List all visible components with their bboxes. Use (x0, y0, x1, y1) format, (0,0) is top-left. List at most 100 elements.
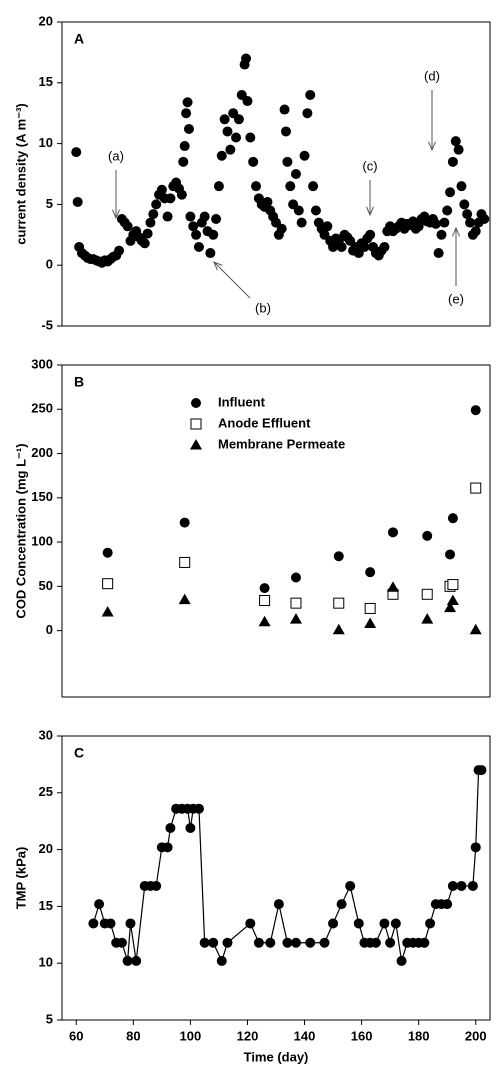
y-tick-label: 20 (39, 841, 53, 856)
marker (193, 241, 204, 252)
marker (148, 209, 159, 220)
marker (319, 937, 330, 948)
marker (310, 205, 321, 216)
marker (439, 217, 450, 228)
y-tick-label: 10 (39, 135, 53, 150)
marker (299, 150, 310, 161)
marker (185, 823, 196, 834)
legend-marker (190, 439, 202, 450)
marker (193, 803, 204, 814)
annotation: (b) (255, 300, 271, 315)
y-tick-label: 150 (31, 489, 53, 504)
y-tick-label: 25 (39, 784, 53, 799)
marker (251, 181, 262, 192)
marker (470, 842, 481, 853)
marker (419, 937, 430, 948)
marker (88, 918, 99, 929)
marker (231, 132, 242, 143)
annotation-arrowhead (452, 226, 460, 237)
marker (308, 181, 319, 192)
marker (396, 955, 407, 966)
marker (191, 229, 202, 240)
marker (213, 181, 224, 192)
marker (183, 124, 194, 135)
marker (453, 144, 464, 155)
marker (188, 221, 199, 232)
marker (151, 199, 162, 210)
y-tick-label: 100 (31, 534, 53, 549)
y-axis-label: TMP (kPa) (13, 847, 28, 910)
marker (262, 196, 273, 207)
marker (425, 918, 436, 929)
y-tick-label: 200 (31, 445, 53, 460)
y-tick-label: 0 (46, 257, 53, 272)
marker (290, 572, 301, 583)
marker (445, 187, 456, 198)
marker (285, 181, 296, 192)
plot-frame (61, 21, 491, 327)
marker (333, 597, 345, 609)
marker (279, 104, 290, 115)
marker (259, 594, 271, 606)
y-tick-label: 10 (39, 955, 53, 970)
marker (71, 147, 82, 158)
marker (421, 613, 434, 624)
marker (222, 937, 233, 948)
y-tick-label: 5 (46, 196, 53, 211)
legend-label: Anode Effluent (218, 415, 311, 430)
plot-frame (61, 364, 491, 698)
y-tick-label: 15 (39, 898, 53, 913)
marker (122, 955, 133, 966)
marker (447, 579, 459, 591)
annotation: (d) (424, 68, 440, 83)
marker (222, 126, 233, 137)
marker (385, 937, 396, 948)
marker (379, 241, 390, 252)
marker (273, 899, 284, 910)
x-tick-label: 60 (69, 1028, 83, 1043)
marker (333, 551, 344, 562)
marker (476, 765, 487, 776)
marker (253, 937, 264, 948)
marker (290, 937, 301, 948)
marker (176, 189, 187, 200)
marker (442, 205, 453, 216)
marker (345, 880, 356, 891)
x-tick-label: 160 (351, 1028, 373, 1043)
marker (305, 937, 316, 948)
marker (241, 53, 252, 64)
marker (387, 527, 398, 538)
panel-label: B (74, 374, 84, 390)
annotation: (c) (362, 158, 377, 173)
marker (433, 248, 444, 259)
x-axis-label: Time (day) (244, 1049, 309, 1064)
marker (245, 132, 256, 143)
marker (233, 114, 244, 125)
annotation-arrow (213, 261, 251, 299)
marker (156, 184, 167, 195)
marker (302, 108, 313, 119)
plot-frame (61, 735, 491, 1021)
marker (131, 955, 142, 966)
y-tick-label: -5 (41, 317, 53, 332)
marker (185, 211, 196, 222)
marker (328, 918, 339, 929)
y-tick-label: 50 (39, 578, 53, 593)
marker (290, 169, 301, 179)
marker (178, 593, 191, 605)
marker (265, 937, 276, 948)
marker (470, 226, 481, 237)
marker (259, 583, 270, 594)
marker (447, 156, 458, 167)
legend-label: Influent (218, 394, 266, 409)
y-tick-label: 15 (39, 74, 53, 89)
marker (353, 918, 364, 929)
marker (258, 615, 271, 627)
x-tick-label: 80 (126, 1028, 140, 1043)
annotation-arrowhead (213, 261, 223, 271)
marker (465, 217, 476, 228)
y-tick-label: 250 (31, 401, 53, 416)
annotation-arrowhead (366, 206, 374, 217)
marker (216, 955, 227, 966)
marker (105, 918, 116, 929)
